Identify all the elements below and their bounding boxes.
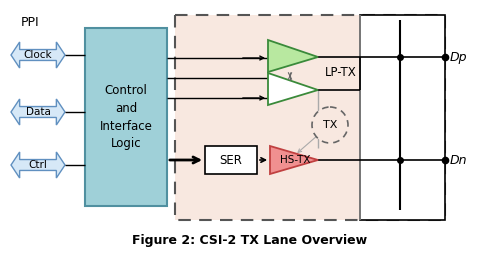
Text: Control
and
Interface
Logic: Control and Interface Logic [100,83,152,151]
Text: SER: SER [220,154,242,166]
Bar [205,146,257,174]
Text: PPI: PPI [20,16,40,29]
Polygon shape [268,73,318,105]
Text: Figure 2: CSI-2 TX Lane Overview: Figure 2: CSI-2 TX Lane Overview [132,234,368,247]
Text: Clock: Clock [24,50,52,60]
Text: Dn: Dn [450,154,468,166]
Text: Ctrl: Ctrl [28,160,48,170]
Polygon shape [11,152,65,178]
Polygon shape [11,42,65,68]
Bar [85,28,167,206]
Bar [175,15,445,220]
Text: Dp: Dp [450,50,468,63]
Polygon shape [268,40,318,72]
Text: TX: TX [323,120,337,130]
Bar [360,15,445,220]
Text: HS-TX: HS-TX [280,155,310,165]
Text: LP-TX: LP-TX [325,67,357,80]
Text: Data: Data [26,107,50,117]
Polygon shape [11,99,65,125]
Polygon shape [270,146,318,174]
Circle shape [312,107,348,143]
